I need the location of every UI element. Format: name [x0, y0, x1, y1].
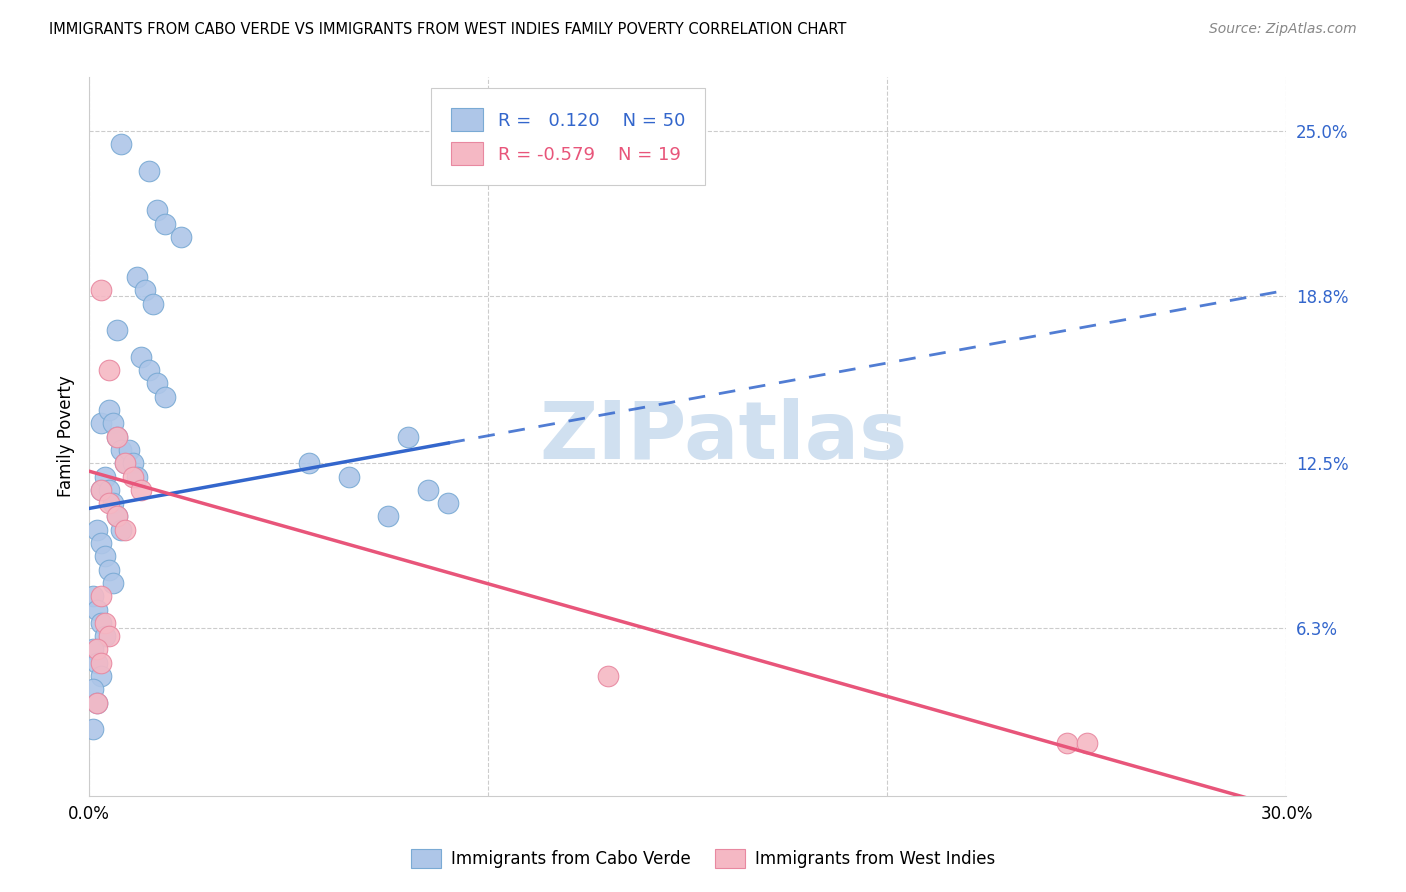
Point	[129, 350, 152, 364]
Point	[105, 429, 128, 443]
Point	[86, 523, 108, 537]
Point	[146, 376, 169, 391]
Point	[142, 296, 165, 310]
Legend: R =   0.120    N = 50, R = -0.579    N = 19: R = 0.120 N = 50, R = -0.579 N = 19	[436, 94, 700, 180]
Point	[90, 483, 112, 497]
Point	[105, 429, 128, 443]
Point	[105, 323, 128, 337]
Point	[105, 509, 128, 524]
Point	[90, 669, 112, 683]
Point	[153, 390, 176, 404]
Point	[118, 442, 141, 457]
Point	[134, 283, 156, 297]
Point	[122, 469, 145, 483]
Point	[125, 469, 148, 483]
Point	[337, 469, 360, 483]
Point	[418, 483, 440, 497]
Point	[1076, 735, 1098, 749]
Point	[125, 270, 148, 285]
Y-axis label: Family Poverty: Family Poverty	[58, 376, 75, 498]
Text: Source: ZipAtlas.com: Source: ZipAtlas.com	[1209, 22, 1357, 37]
Point	[90, 536, 112, 550]
Point	[90, 283, 112, 297]
Point	[114, 456, 136, 470]
Point	[122, 456, 145, 470]
Point	[94, 629, 117, 643]
Point	[596, 669, 619, 683]
Point	[86, 696, 108, 710]
Point	[90, 656, 112, 670]
Point	[170, 230, 193, 244]
Point	[90, 417, 112, 431]
Point	[101, 576, 124, 591]
Point	[105, 509, 128, 524]
Point	[90, 615, 112, 630]
Point	[94, 549, 117, 564]
Point	[377, 509, 399, 524]
Point	[114, 523, 136, 537]
Text: IMMIGRANTS FROM CABO VERDE VS IMMIGRANTS FROM WEST INDIES FAMILY POVERTY CORRELA: IMMIGRANTS FROM CABO VERDE VS IMMIGRANTS…	[49, 22, 846, 37]
Point	[101, 417, 124, 431]
Text: ZIPatlas: ZIPatlas	[540, 398, 908, 475]
Point	[101, 496, 124, 510]
Point	[98, 403, 121, 417]
Point	[98, 363, 121, 377]
Point	[98, 629, 121, 643]
Point	[94, 469, 117, 483]
Point	[86, 696, 108, 710]
Point	[94, 615, 117, 630]
Point	[129, 483, 152, 497]
Point	[86, 656, 108, 670]
Point	[297, 456, 319, 470]
Point	[82, 642, 104, 657]
Point	[82, 682, 104, 697]
Point	[98, 483, 121, 497]
Point	[138, 363, 160, 377]
Point	[82, 589, 104, 603]
Point	[114, 456, 136, 470]
Point	[90, 483, 112, 497]
Point	[86, 602, 108, 616]
Point	[146, 203, 169, 218]
Point	[110, 523, 132, 537]
Point	[153, 217, 176, 231]
Point	[110, 442, 132, 457]
Point	[110, 136, 132, 151]
Point	[396, 429, 419, 443]
Point	[98, 563, 121, 577]
Point	[86, 642, 108, 657]
Point	[98, 496, 121, 510]
Point	[138, 163, 160, 178]
Point	[437, 496, 460, 510]
Legend: Immigrants from Cabo Verde, Immigrants from West Indies: Immigrants from Cabo Verde, Immigrants f…	[404, 842, 1002, 875]
Point	[90, 589, 112, 603]
Point	[82, 723, 104, 737]
Point	[1056, 735, 1078, 749]
